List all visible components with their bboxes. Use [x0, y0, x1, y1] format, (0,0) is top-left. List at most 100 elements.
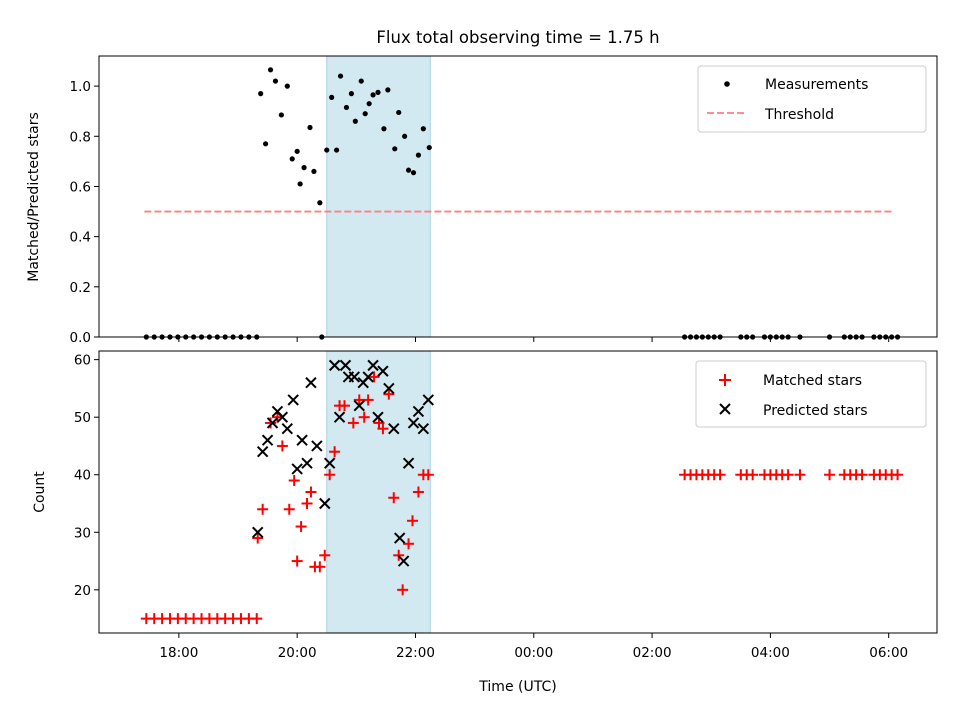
matched-star-marker [358, 411, 370, 423]
matched-star-marker [347, 417, 359, 429]
matched-star-marker [412, 486, 424, 498]
top-y-axis: 0.0 0.2 0.4 0.6 0.8 1.0 [70, 79, 99, 346]
predicted-star-marker [397, 555, 410, 567]
measurement-point [375, 89, 381, 95]
x-tick-label: 22:00 [396, 645, 435, 661]
top-panel: 0.0 0.2 0.4 0.6 0.8 1.0 Matched/Predicted sta… [26, 55, 938, 346]
predicted-star-marker [367, 359, 379, 372]
measurement-point [307, 124, 313, 131]
predicted-star-marker [256, 446, 269, 458]
predicted-star-marker [328, 359, 341, 372]
measurement-point [329, 94, 335, 100]
top-y-axis-label: Matched/Predicted stars [26, 112, 42, 282]
measurement-point [426, 144, 432, 151]
predicted-star-marker [412, 405, 425, 418]
matched-star-marker [892, 469, 904, 481]
y-tick-label: 0.4 [70, 230, 91, 246]
bottom-legend: Matched stars Predicted stars [695, 360, 927, 428]
measurement-point [337, 73, 344, 79]
y-tick-label: 40 [74, 468, 91, 484]
y-tick-label: 0.2 [70, 280, 91, 296]
matched-star-marker [329, 446, 341, 458]
measurement-point [352, 118, 358, 124]
x-tick-label: 06:00 [869, 645, 908, 661]
top-axes-frame [98, 55, 938, 338]
y-tick-label: 60 [74, 353, 91, 369]
legend-label-matched-stars: Matched stars [763, 373, 862, 389]
matched-star-marker [422, 469, 434, 481]
measurement-point [343, 104, 350, 111]
measurement-point [258, 91, 264, 97]
measurement-point [263, 141, 269, 147]
measurement-point [405, 167, 412, 173]
matched-star-marker [257, 503, 269, 515]
predicted-star-marker [383, 382, 395, 395]
top-legend: Measurements Threshold [697, 65, 927, 133]
legend-label-predicted-stars: Predicted stars [763, 403, 868, 419]
matched-star-marker [377, 423, 389, 435]
measurement-point [366, 101, 372, 107]
predicted-star-marker [333, 411, 346, 423]
measurement-point [289, 156, 295, 162]
matched-star-marker [252, 532, 264, 544]
bottom-legend-box [695, 360, 927, 428]
matched-star-marker [314, 561, 326, 573]
predicted-star-marker [301, 457, 313, 469]
bottom-plot-marks [140, 359, 904, 625]
y-tick-label: 20 [74, 583, 91, 599]
predicted-star-marker [339, 359, 352, 372]
y-tick-label: 50 [74, 410, 91, 426]
observing-window-span-top [326, 55, 431, 338]
measurement-point [396, 109, 402, 116]
measurement-point [420, 126, 426, 132]
matched-star-marker [324, 469, 336, 481]
predicted-star-marker [402, 457, 415, 469]
matched-star-marker [368, 371, 380, 383]
matched-star-marker [794, 469, 806, 481]
y-tick-label: 0.6 [70, 179, 91, 195]
x-tick-label: 02:00 [633, 645, 672, 661]
matched-star-marker [295, 521, 307, 533]
measurement-point [267, 67, 274, 73]
measurement-point [370, 92, 376, 98]
predicted-star-marker [353, 399, 365, 412]
predicted-star-marker [372, 411, 384, 423]
matched-star-marker [338, 400, 350, 412]
predicted-star-marker [362, 371, 374, 383]
measurement-point [284, 83, 290, 89]
matched-star-marker [383, 388, 395, 400]
predicted-star-marker [287, 394, 299, 406]
predicted-star-marker [252, 526, 264, 538]
matched-star-marker [397, 584, 409, 596]
matched-star-marker [288, 474, 300, 486]
predicted-star-marker [276, 411, 289, 423]
bottom-x-axis-label: Time (UTC) [478, 679, 556, 695]
x-tick-label: 18:00 [159, 645, 198, 661]
matched-star-marker [824, 469, 836, 481]
predicted-star-marker [305, 376, 317, 389]
y-tick-label: 0.0 [70, 330, 91, 346]
y-tick-label: 0.8 [70, 129, 91, 145]
matched-star-marker [393, 549, 405, 561]
matched-star-marker [283, 503, 295, 515]
bottom-x-axis: 18:00 20:00 22:00 00:00 02:00 04:00 06:00 [159, 633, 908, 661]
measurement-point [385, 87, 391, 93]
top-plot-marks [143, 67, 901, 340]
measurement-point [301, 165, 307, 171]
legend-marker-measurements [724, 81, 730, 87]
predicted-star-marker [281, 422, 294, 435]
measurement-point [317, 200, 323, 206]
predicted-star-marker [291, 463, 303, 475]
legend-marker-matched-stars [719, 374, 731, 386]
measurement-point [333, 147, 340, 153]
matched-star-marker [276, 440, 288, 452]
matched-star-marker [251, 613, 263, 625]
predicted-star-marker [417, 422, 430, 435]
bottom-y-axis: 20 30 40 50 60 [74, 353, 99, 599]
matched-star-marker [301, 498, 313, 510]
y-tick-label: 1.0 [70, 79, 91, 95]
measurement-point [392, 146, 398, 152]
matched-star-marker [782, 469, 794, 481]
predicted-star-marker [319, 497, 331, 510]
matched-star-marker [747, 469, 759, 481]
